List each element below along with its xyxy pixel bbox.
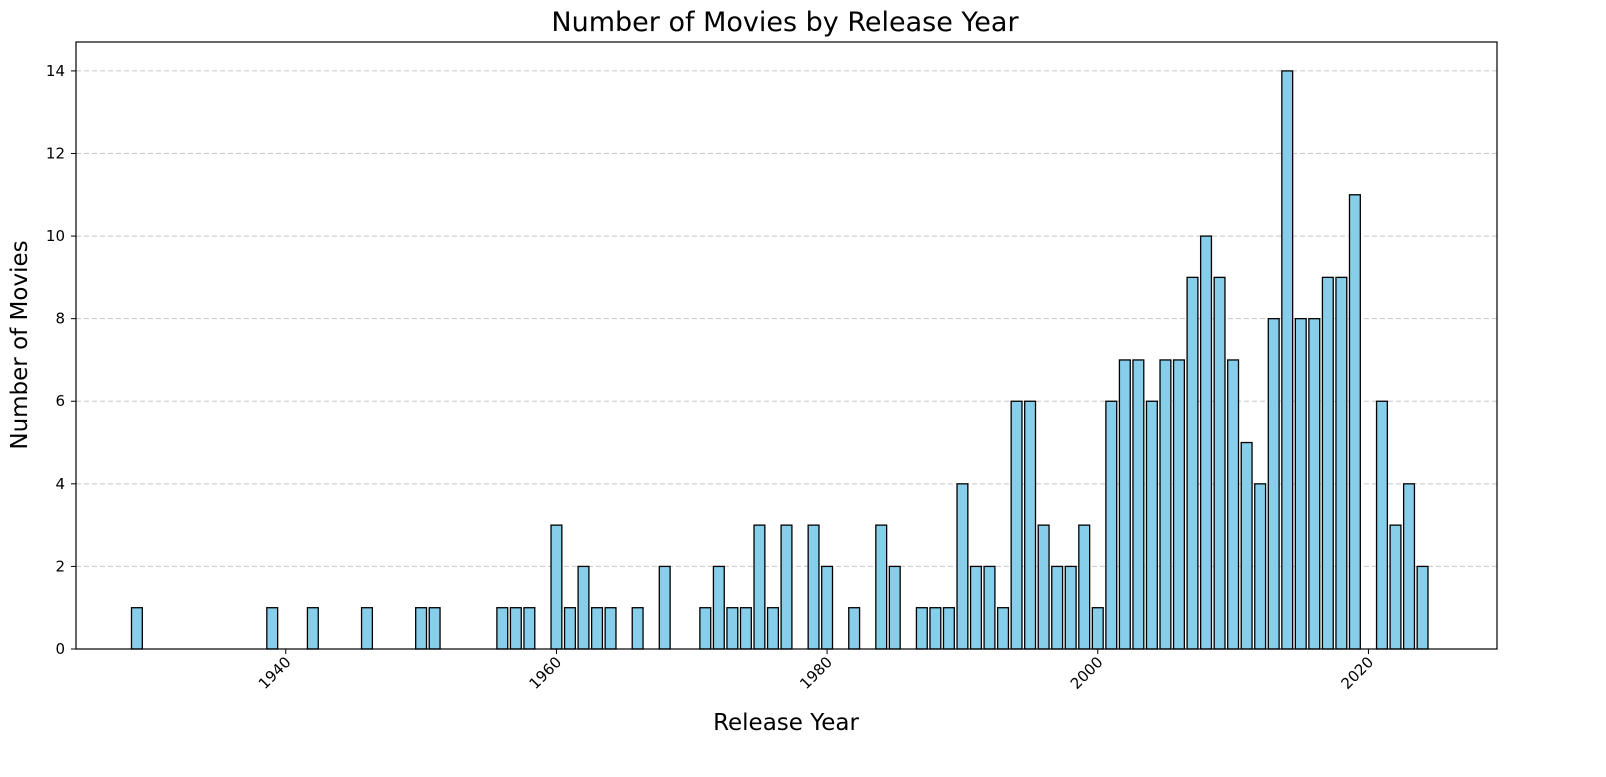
bar-1964 (604, 607, 617, 650)
bars (130, 70, 1429, 650)
bar-1973 (726, 607, 739, 650)
bar-2013 (1267, 318, 1280, 650)
y-tick-label: 4 (55, 475, 65, 493)
bar-1957 (509, 607, 522, 650)
bar-1979 (807, 524, 820, 650)
bar-1991 (969, 565, 983, 650)
bar-2024 (1416, 565, 1429, 650)
bar-1985 (888, 565, 901, 650)
bar-2012 (1254, 483, 1267, 650)
bar-2018 (1335, 276, 1348, 650)
bar-2008 (1199, 235, 1213, 650)
bar-2005 (1159, 359, 1172, 650)
x-tick-label: 1960 (526, 653, 566, 693)
y-tick-label: 8 (55, 310, 65, 328)
y-tick-label: 2 (55, 557, 65, 575)
bar-1956 (496, 607, 509, 650)
y-axis-label: Number of Movies (7, 240, 33, 449)
bar-1994 (1010, 400, 1023, 650)
bar-2004 (1145, 400, 1158, 650)
y-axis-ticks: 0 2 4 6 8 10 12 14 (46, 62, 76, 658)
bar-2002 (1118, 359, 1131, 650)
bar-1974 (739, 607, 752, 650)
y-tick-label: 12 (46, 144, 65, 162)
x-tick-label: 2000 (1067, 653, 1107, 693)
bar-1963 (590, 607, 604, 650)
bar-1999 (1078, 524, 1091, 650)
bar-1977 (780, 524, 793, 650)
bar-1960 (550, 524, 563, 650)
y-tick-label: 14 (46, 62, 65, 80)
x-tick-label: 1980 (796, 653, 836, 693)
bar-1975 (753, 524, 766, 650)
bar-1995 (1024, 400, 1037, 650)
bar-2014 (1281, 70, 1294, 650)
bar-2023 (1402, 483, 1416, 650)
bar-2001 (1105, 400, 1118, 650)
bar-1972 (712, 565, 725, 650)
bar-1946 (360, 607, 374, 650)
y-tick-label: 10 (46, 227, 65, 245)
bar-1942 (306, 607, 319, 650)
bar-1980 (821, 565, 834, 650)
bar-1950 (415, 607, 428, 650)
bar-1993 (996, 607, 1010, 650)
bar-1961 (563, 607, 577, 650)
bar-2007 (1186, 276, 1199, 650)
bar-2017 (1321, 276, 1334, 650)
bar-1990 (956, 483, 969, 650)
bar-1997 (1051, 565, 1064, 650)
y-tick-label: 0 (55, 640, 65, 658)
bar-2015 (1294, 318, 1307, 650)
bar-1939 (266, 607, 279, 650)
bar-1998 (1064, 565, 1077, 650)
bar-2010 (1227, 359, 1240, 650)
bar-1992 (983, 565, 996, 650)
bar-2022 (1389, 524, 1402, 650)
bar-2009 (1213, 276, 1226, 650)
bar-1951 (428, 607, 441, 650)
x-axis-ticks: 1940 1960 1980 2000 2020 (255, 649, 1377, 693)
bar-2006 (1172, 359, 1186, 650)
chart-title: Number of Movies by Release Year (551, 7, 1019, 38)
bar-1968 (658, 565, 671, 650)
bar-2019 (1348, 194, 1361, 650)
bar-2021 (1375, 400, 1389, 650)
bar-2000 (1091, 607, 1104, 650)
bar-1958 (523, 607, 536, 650)
plot-frame (75, 41, 1498, 650)
bar-1982 (848, 607, 861, 650)
bar-1989 (942, 607, 955, 650)
x-axis-label: Release Year (713, 710, 859, 736)
bar-1996 (1037, 524, 1050, 650)
y-tick-label: 6 (55, 392, 65, 410)
bar-1987 (915, 607, 928, 650)
x-tick-label: 1940 (255, 653, 295, 693)
bar-2011 (1240, 441, 1253, 650)
x-tick-label: 2020 (1338, 653, 1378, 693)
bar-1976 (766, 607, 780, 650)
bar-1984 (875, 524, 888, 650)
bar-1962 (577, 565, 590, 650)
bar-2003 (1132, 359, 1145, 650)
bar-1966 (631, 607, 644, 650)
bar-1988 (929, 607, 942, 650)
bar-1929 (130, 607, 143, 650)
bar-2016 (1308, 318, 1321, 650)
bar-1971 (699, 607, 712, 650)
